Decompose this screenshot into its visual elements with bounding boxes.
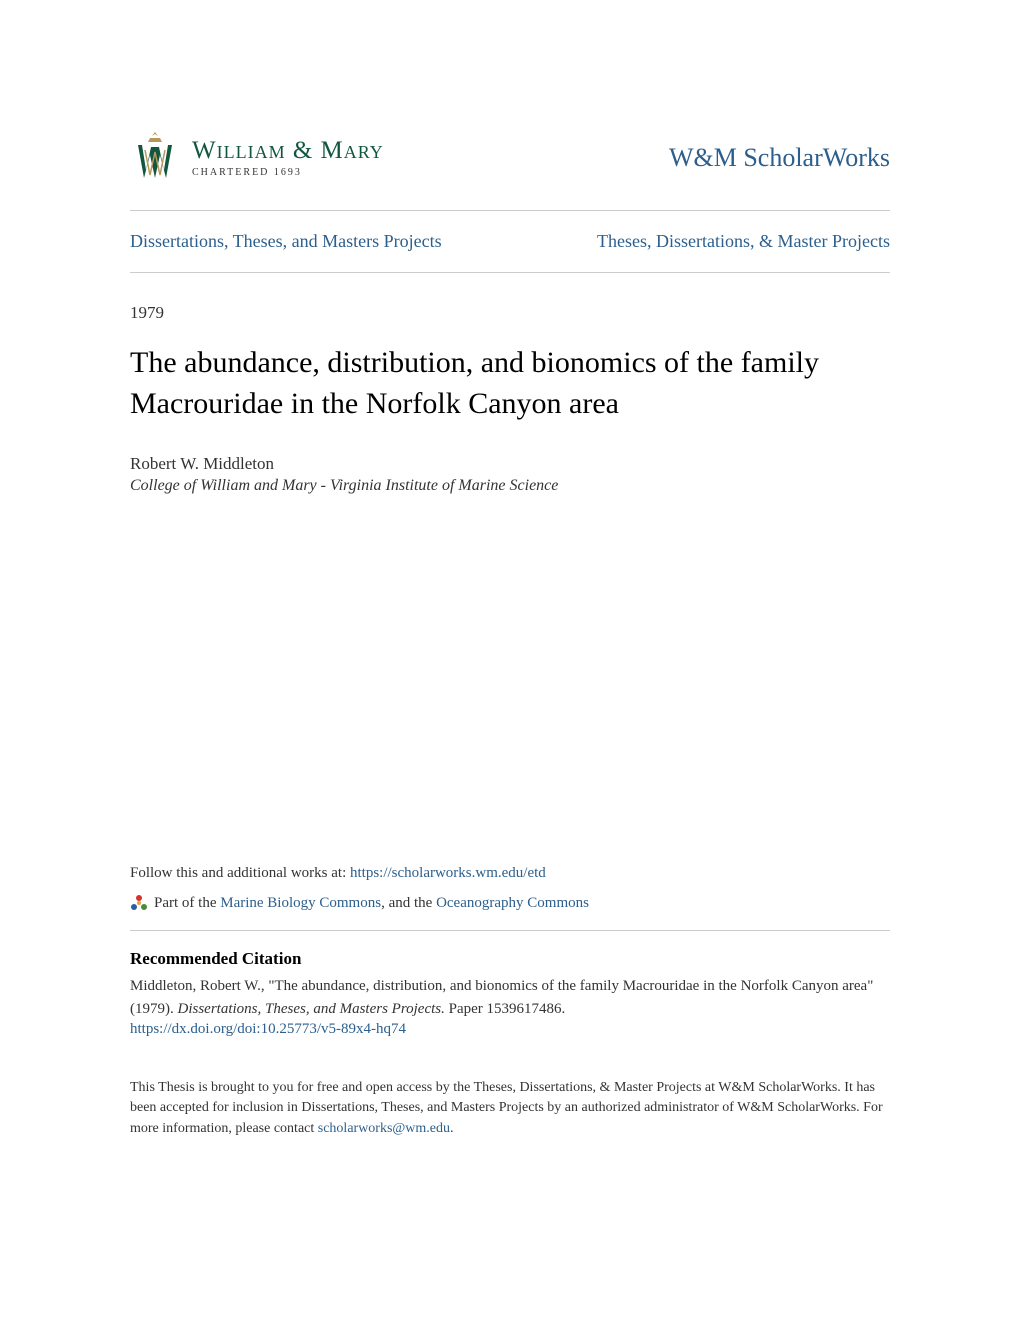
- footer-text-2: .: [450, 1121, 454, 1136]
- citation-heading: Recommended Citation: [130, 949, 890, 969]
- citation-text: Middleton, Robert W., "The abundance, di…: [130, 975, 890, 1020]
- contact-email-link[interactable]: scholarworks@wm.edu: [318, 1121, 450, 1136]
- network-icon: [130, 894, 148, 912]
- follow-prefix: Follow this and additional works at:: [130, 865, 350, 881]
- footer-text-1: This Thesis is brought to you for free a…: [130, 1080, 883, 1136]
- footer-disclaimer: This Thesis is brought to you for free a…: [130, 1078, 890, 1139]
- collection-link[interactable]: Dissertations, Theses, and Masters Proje…: [130, 231, 442, 252]
- citation-part2: Paper 1539617486.: [445, 1001, 565, 1017]
- scholarworks-link[interactable]: W&M ScholarWorks: [669, 143, 890, 173]
- part-prefix: Part of the: [154, 895, 220, 911]
- institution-name: William & Mary: [192, 137, 384, 165]
- commons-separator: , and the: [381, 895, 436, 911]
- document-title: The abundance, distribution, and bionomi…: [130, 343, 890, 424]
- commons-link-1[interactable]: Marine Biology Commons: [220, 895, 381, 911]
- institution-logo[interactable]: William & Mary CHARTERED 1693: [130, 130, 384, 185]
- follow-line: Follow this and additional works at: htt…: [130, 865, 890, 882]
- part-of-line: Part of the Marine Biology Commons, and …: [130, 894, 890, 912]
- parent-collection-link[interactable]: Theses, Dissertations, & Master Projects: [597, 231, 890, 252]
- logo-text-block: William & Mary CHARTERED 1693: [192, 137, 384, 178]
- part-of-text: Part of the Marine Biology Commons, and …: [154, 895, 589, 912]
- publication-year: 1979: [130, 303, 890, 323]
- follow-section: Follow this and additional works at: htt…: [130, 865, 890, 926]
- author-affiliation: College of William and Mary - Virginia I…: [130, 477, 890, 495]
- breadcrumb: Dissertations, Theses, and Masters Proje…: [130, 211, 890, 273]
- wm-cipher-icon: [130, 130, 180, 185]
- page-header: William & Mary CHARTERED 1693 W&M Schola…: [130, 130, 890, 211]
- citation-series: Dissertations, Theses, and Masters Proje…: [178, 1001, 445, 1017]
- etd-url-link[interactable]: https://scholarworks.wm.edu/etd: [350, 865, 546, 881]
- doi-link[interactable]: https://dx.doi.org/doi:10.25773/v5-89x4-…: [130, 1021, 406, 1037]
- author-name: Robert W. Middleton: [130, 454, 890, 474]
- institution-charter: CHARTERED 1693: [192, 167, 384, 178]
- recommended-citation-section: Recommended Citation Middleton, Robert W…: [130, 930, 890, 1038]
- commons-link-2[interactable]: Oceanography Commons: [436, 895, 589, 911]
